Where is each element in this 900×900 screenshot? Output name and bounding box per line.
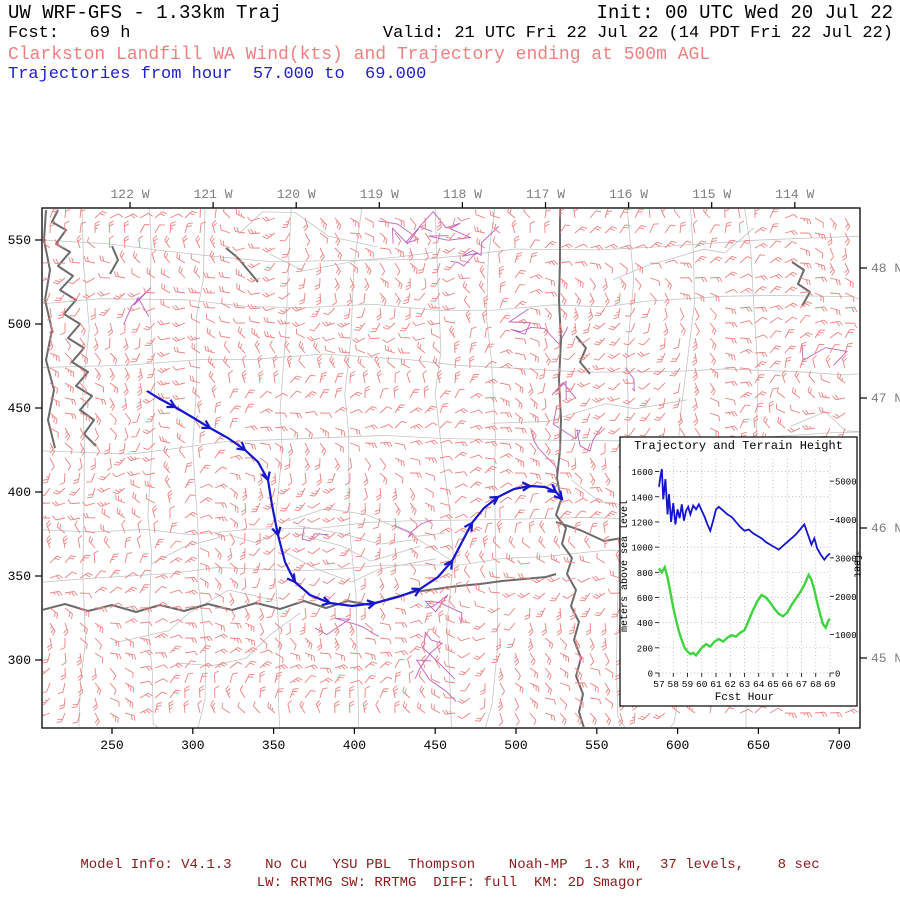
svg-text:114 W: 114 W xyxy=(775,187,814,202)
svg-text:0: 0 xyxy=(835,670,840,680)
inset-series xyxy=(658,468,831,562)
svg-text:60: 60 xyxy=(696,679,708,690)
svg-text:122 W: 122 W xyxy=(110,187,149,202)
svg-text:118 W: 118 W xyxy=(443,187,482,202)
trajectory-range-label: Trajectories from hour 57.000 to 69.000 xyxy=(8,65,427,84)
svg-text:600: 600 xyxy=(637,594,653,604)
inset-ylabel-left: meters above sea level xyxy=(619,500,631,632)
svg-text:64: 64 xyxy=(753,679,765,690)
header-row-2: Fcst: 69 h Valid: 21 UTC Fri 22 Jul 22 (… xyxy=(8,24,893,44)
header-row-4: Trajectories from hour 57.000 to 69.000 xyxy=(8,65,893,85)
svg-text:600: 600 xyxy=(666,738,689,753)
inset-series xyxy=(658,564,831,658)
svg-text:400: 400 xyxy=(637,619,653,629)
svg-text:450: 450 xyxy=(8,401,31,416)
inset-chart: Trajectory and Terrain Height02004006008… xyxy=(619,436,863,707)
svg-text:115 W: 115 W xyxy=(692,187,731,202)
init-time-label: Init: 00 UTC Wed 20 Jul 22 xyxy=(596,2,893,24)
svg-text:200: 200 xyxy=(637,644,653,654)
svg-text:550: 550 xyxy=(8,233,31,248)
svg-text:300: 300 xyxy=(181,738,204,753)
svg-text:59: 59 xyxy=(682,679,694,690)
svg-text:61: 61 xyxy=(710,679,722,690)
inset-ylabel-right: feet xyxy=(851,554,863,578)
svg-text:250: 250 xyxy=(100,738,123,753)
svg-text:1000: 1000 xyxy=(835,631,857,641)
svg-text:2000: 2000 xyxy=(835,593,857,603)
inset-title: Trajectory and Terrain Height xyxy=(634,439,843,453)
model-title: UW WRF-GFS - 1.33km Traj xyxy=(8,2,282,24)
map-frame: 122 W 121 W 120 W 119 W 118 W 117 W 116 W 115 W… xyxy=(8,187,900,753)
valid-time-label: Valid: 21 UTC Fri 22 Jul 22 (14 PDT Fri … xyxy=(382,24,893,43)
svg-text:450: 450 xyxy=(423,738,446,753)
svg-text:1000: 1000 xyxy=(631,544,653,554)
svg-text:1600: 1600 xyxy=(631,468,653,478)
svg-text:67: 67 xyxy=(796,679,807,690)
inset-xlabel: Fcst Hour xyxy=(715,692,774,704)
trajectory-path xyxy=(146,390,564,610)
svg-text:68: 68 xyxy=(810,679,822,690)
svg-text:3000: 3000 xyxy=(835,554,857,564)
svg-text:1200: 1200 xyxy=(631,518,653,528)
svg-text:350: 350 xyxy=(262,738,285,753)
plot-subtitle: Clarkston Landfill WA Wind(kts) and Traj… xyxy=(8,45,711,65)
forecast-hour-label: Fcst: 69 h xyxy=(8,24,131,43)
svg-text:4000: 4000 xyxy=(835,516,857,526)
header-row-3: Clarkston Landfill WA Wind(kts) and Traj… xyxy=(8,45,893,66)
svg-text:66: 66 xyxy=(782,679,794,690)
svg-text:700: 700 xyxy=(827,738,850,753)
svg-text:350: 350 xyxy=(8,569,31,584)
svg-text:58: 58 xyxy=(668,679,680,690)
svg-text:120 W: 120 W xyxy=(277,187,316,202)
model-info-line: Model Info: V4.1.3 No Cu YSU PBL Thompso… xyxy=(80,857,820,873)
svg-text:400: 400 xyxy=(343,738,366,753)
wind-barbs xyxy=(43,209,858,726)
svg-text:800: 800 xyxy=(637,569,653,579)
svg-text:550: 550 xyxy=(585,738,608,753)
svg-text:117 W: 117 W xyxy=(526,187,565,202)
svg-text:57: 57 xyxy=(653,679,664,690)
svg-text:400: 400 xyxy=(8,485,31,500)
physics-info-line: LW: RRTMG SW: RRTMG DIFF: full KM: 2D Sm… xyxy=(256,875,644,891)
svg-text:46 N: 46 N xyxy=(871,521,900,536)
svg-text:121 W: 121 W xyxy=(194,187,233,202)
svg-text:47 N: 47 N xyxy=(871,391,900,406)
svg-text:500: 500 xyxy=(504,738,527,753)
svg-text:119 W: 119 W xyxy=(360,187,399,202)
svg-text:69: 69 xyxy=(824,679,836,690)
svg-text:5000: 5000 xyxy=(835,478,857,488)
svg-text:1400: 1400 xyxy=(631,493,653,503)
svg-text:63: 63 xyxy=(739,679,751,690)
svg-text:650: 650 xyxy=(747,738,770,753)
svg-text:48 N: 48 N xyxy=(871,261,900,276)
svg-text:45 N: 45 N xyxy=(871,651,900,666)
header-row-1: UW WRF-GFS - 1.33km Traj Init: 00 UTC We… xyxy=(8,3,893,24)
svg-text:116 W: 116 W xyxy=(609,187,648,202)
svg-text:300: 300 xyxy=(8,653,31,668)
svg-text:62: 62 xyxy=(725,679,737,690)
state-boundaries xyxy=(43,209,859,727)
svg-text:500: 500 xyxy=(8,317,31,332)
svg-text:65: 65 xyxy=(767,679,779,690)
svg-text:0: 0 xyxy=(648,670,653,680)
